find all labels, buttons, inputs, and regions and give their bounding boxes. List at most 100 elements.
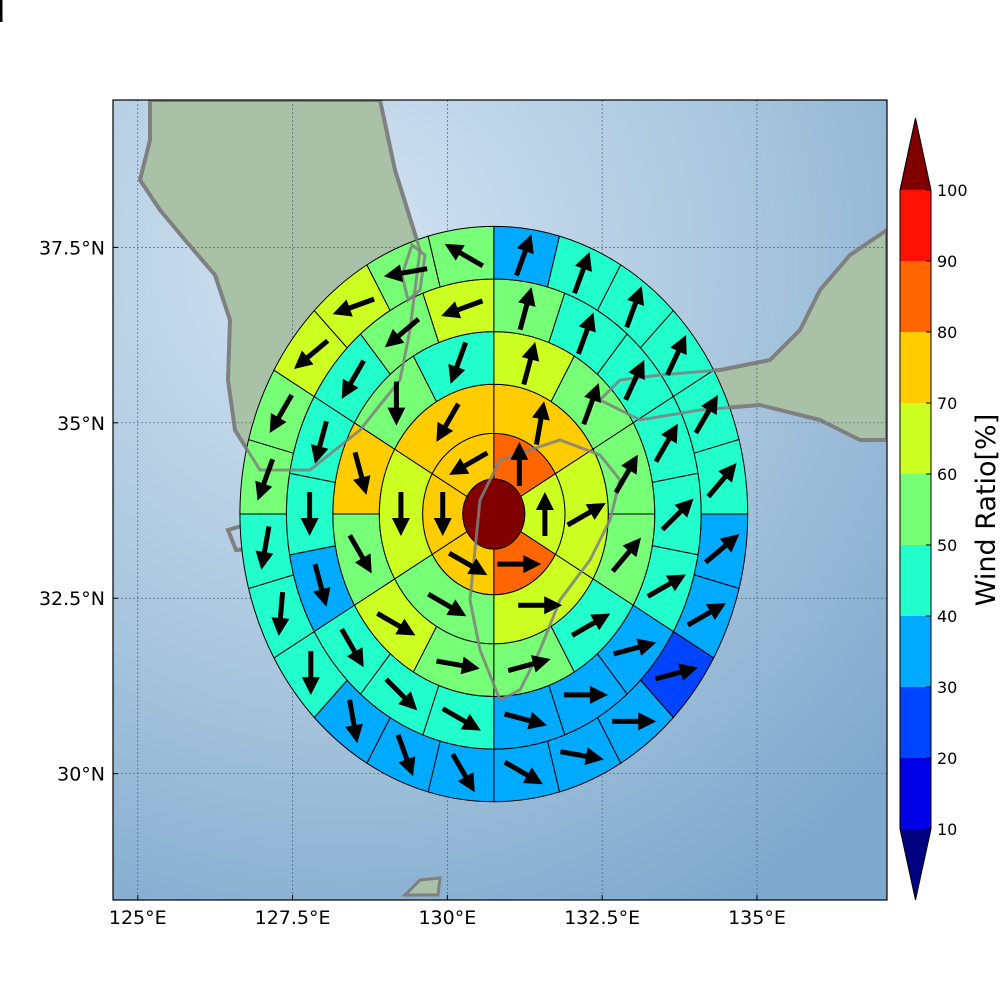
wind-arrow-r1-s3 — [497, 555, 542, 574]
wind-arrow-r2-s1 — [532, 401, 550, 445]
wind-arrow-r4-s7 — [613, 638, 657, 657]
wind-arrow-r4-s11 — [384, 677, 418, 711]
wind-arrow-r4-s13 — [312, 563, 331, 607]
wind-arrow-r5-s13 — [450, 752, 475, 793]
wind-arrow-r4-s15 — [310, 420, 329, 464]
wind-arrow-r3-s10 — [352, 451, 371, 495]
wind-arrow-r5-s11 — [559, 747, 604, 766]
wind-arrow-r5-s15 — [345, 699, 363, 744]
colorbar-under-extension — [900, 829, 931, 900]
wind-arrow-r5-s1 — [514, 234, 534, 277]
wind-arrow-r4-s9 — [503, 711, 548, 730]
colorbar-tick-label-10: 10 — [937, 820, 957, 839]
wind-arrow-r5-s18 — [255, 526, 274, 570]
y-axis-ticks: 30°N 32.5°N 35°N 37.5°N — [39, 237, 118, 786]
wind-arrow-r4-s10 — [441, 706, 481, 731]
wind-arrow-r4-s2 — [576, 312, 596, 355]
wind-arrow-r5-s7 — [704, 534, 740, 565]
wind-arrow-r5-s16 — [301, 651, 320, 696]
colorbar-bin-20 — [900, 687, 931, 758]
wind-arrow-r1-s1 — [510, 441, 529, 486]
map-frame — [112, 99, 888, 901]
y-tick-label-2: 35°N — [57, 413, 105, 435]
wind-arrow-r4-s4 — [653, 423, 678, 463]
wind-arrow-r3-s6 — [507, 655, 551, 673]
wind-arrow-r5-s20 — [269, 393, 294, 434]
wind-arrow-r4-s8 — [563, 685, 608, 704]
wind-arrow-r3-s3 — [613, 454, 638, 494]
colorbar-tick-label-80: 80 — [937, 323, 957, 342]
colorbar-over-extension — [900, 118, 931, 190]
colorbar-bin-10 — [900, 758, 931, 829]
wind-arrow-r4-s17 — [384, 317, 421, 348]
wind-arrow-r5-s24 — [444, 243, 485, 269]
colorbar-tick-label-90: 90 — [937, 252, 957, 271]
wind-arrow-r5-s8 — [686, 603, 726, 628]
wind-arrow-r3-s4 — [610, 537, 642, 573]
y-tick-label-1: 32.5°N — [39, 588, 105, 610]
x-axis-ticks: 125°E 127.5°E 130°E 132.5°E 135°E — [109, 895, 786, 929]
colorbar-bin-70 — [900, 332, 931, 403]
wind-arrows — [0, 0, 740, 793]
sector-r5-s6 — [693, 438, 749, 515]
wind-arrow-r5-s14 — [395, 734, 416, 777]
colorbar-bin-90 — [900, 190, 931, 261]
wind-sectors — [239, 225, 749, 803]
tsushima-island-outline — [400, 242, 427, 303]
southern-island — [401, 876, 442, 897]
wind-arrow-r3-s8 — [376, 611, 416, 636]
wind-arrow-r5-s12 — [503, 760, 543, 785]
wind-arrow-r3-s7 — [436, 656, 480, 675]
wind-arrow-r5-s19 — [255, 458, 276, 501]
x-tick-label-2: 130°E — [418, 907, 476, 929]
colorbar-bin-60 — [900, 403, 931, 474]
colorbar-tick-label-60: 60 — [937, 465, 957, 484]
wind-arrow-r4-s6 — [646, 574, 686, 599]
wind-arrow-r5-s22 — [332, 296, 375, 317]
wind-arrow-r3-s9 — [347, 534, 372, 574]
wind-arrow-r6-s24 — [0, 0, 3, 22]
wind-arrow-r1-s6 — [449, 450, 489, 475]
wind-arrow-r5-s21 — [293, 338, 330, 370]
x-tick-label-4: 135°E — [728, 907, 786, 929]
y-tick-label-3: 37.5°N — [39, 237, 105, 259]
wind-arrow-r5-s5 — [693, 394, 718, 435]
x-tick-label-3: 132.5°E — [564, 907, 640, 929]
wind-arrow-r2-s6 — [436, 402, 461, 442]
colorbar-bin-80 — [900, 261, 931, 332]
wind-arrow-r4-s18 — [441, 298, 484, 319]
sector-r5-s12 — [493, 740, 561, 803]
center-sector — [462, 478, 526, 550]
wind-arrow-r5-s10 — [612, 712, 657, 731]
wind-arrow-r5-s2 — [572, 251, 592, 295]
colorbar-bin-40 — [900, 545, 931, 616]
wind-arrow-r4-s3 — [623, 359, 645, 401]
wind-arrow-r5-s17 — [271, 591, 290, 636]
wind-arrow-r2-s4 — [427, 592, 467, 617]
wind-arrow-r1-s4 — [447, 551, 488, 576]
colorbar: 10 20 30 40 50 60 70 80 90 100 — [899, 117, 968, 901]
colorbar-tick-label-50: 50 — [937, 536, 957, 555]
wind-arrow-r1-s5 — [433, 492, 452, 537]
colorbar-title: Wind Ratio[%] — [971, 414, 1000, 606]
wind-arrow-r5-s6 — [706, 463, 737, 499]
colorbar-bin-50 — [900, 474, 931, 545]
wind-arrow-r5-s9 — [654, 663, 699, 682]
y-tick-label-0: 30°N — [57, 764, 105, 786]
wind-arrow-r1-s2 — [535, 492, 554, 537]
wind-arrow-r4-s1 — [517, 287, 536, 331]
wind-arrow-r4-s12 — [339, 627, 364, 668]
wind-arrow-r5-s23 — [383, 264, 428, 283]
wind-arrow-r2-s5 — [391, 492, 410, 537]
x-tick-label-0: 125°E — [109, 907, 167, 929]
japan-honshu-landmass-outline — [597, 228, 887, 442]
wind-arrow-r3-s5 — [570, 613, 611, 638]
wind-arrow-r2-s2 — [566, 503, 606, 528]
wind-arrow-r4-s14 — [300, 492, 319, 537]
wind-arrow-r4-s16 — [341, 359, 366, 399]
wind-arrow-r2-s3 — [518, 596, 563, 615]
colorbar-tick-label-30: 30 — [937, 678, 957, 697]
wind-arrow-r3-s2 — [581, 382, 602, 426]
korea-landmass-outline — [138, 100, 422, 472]
